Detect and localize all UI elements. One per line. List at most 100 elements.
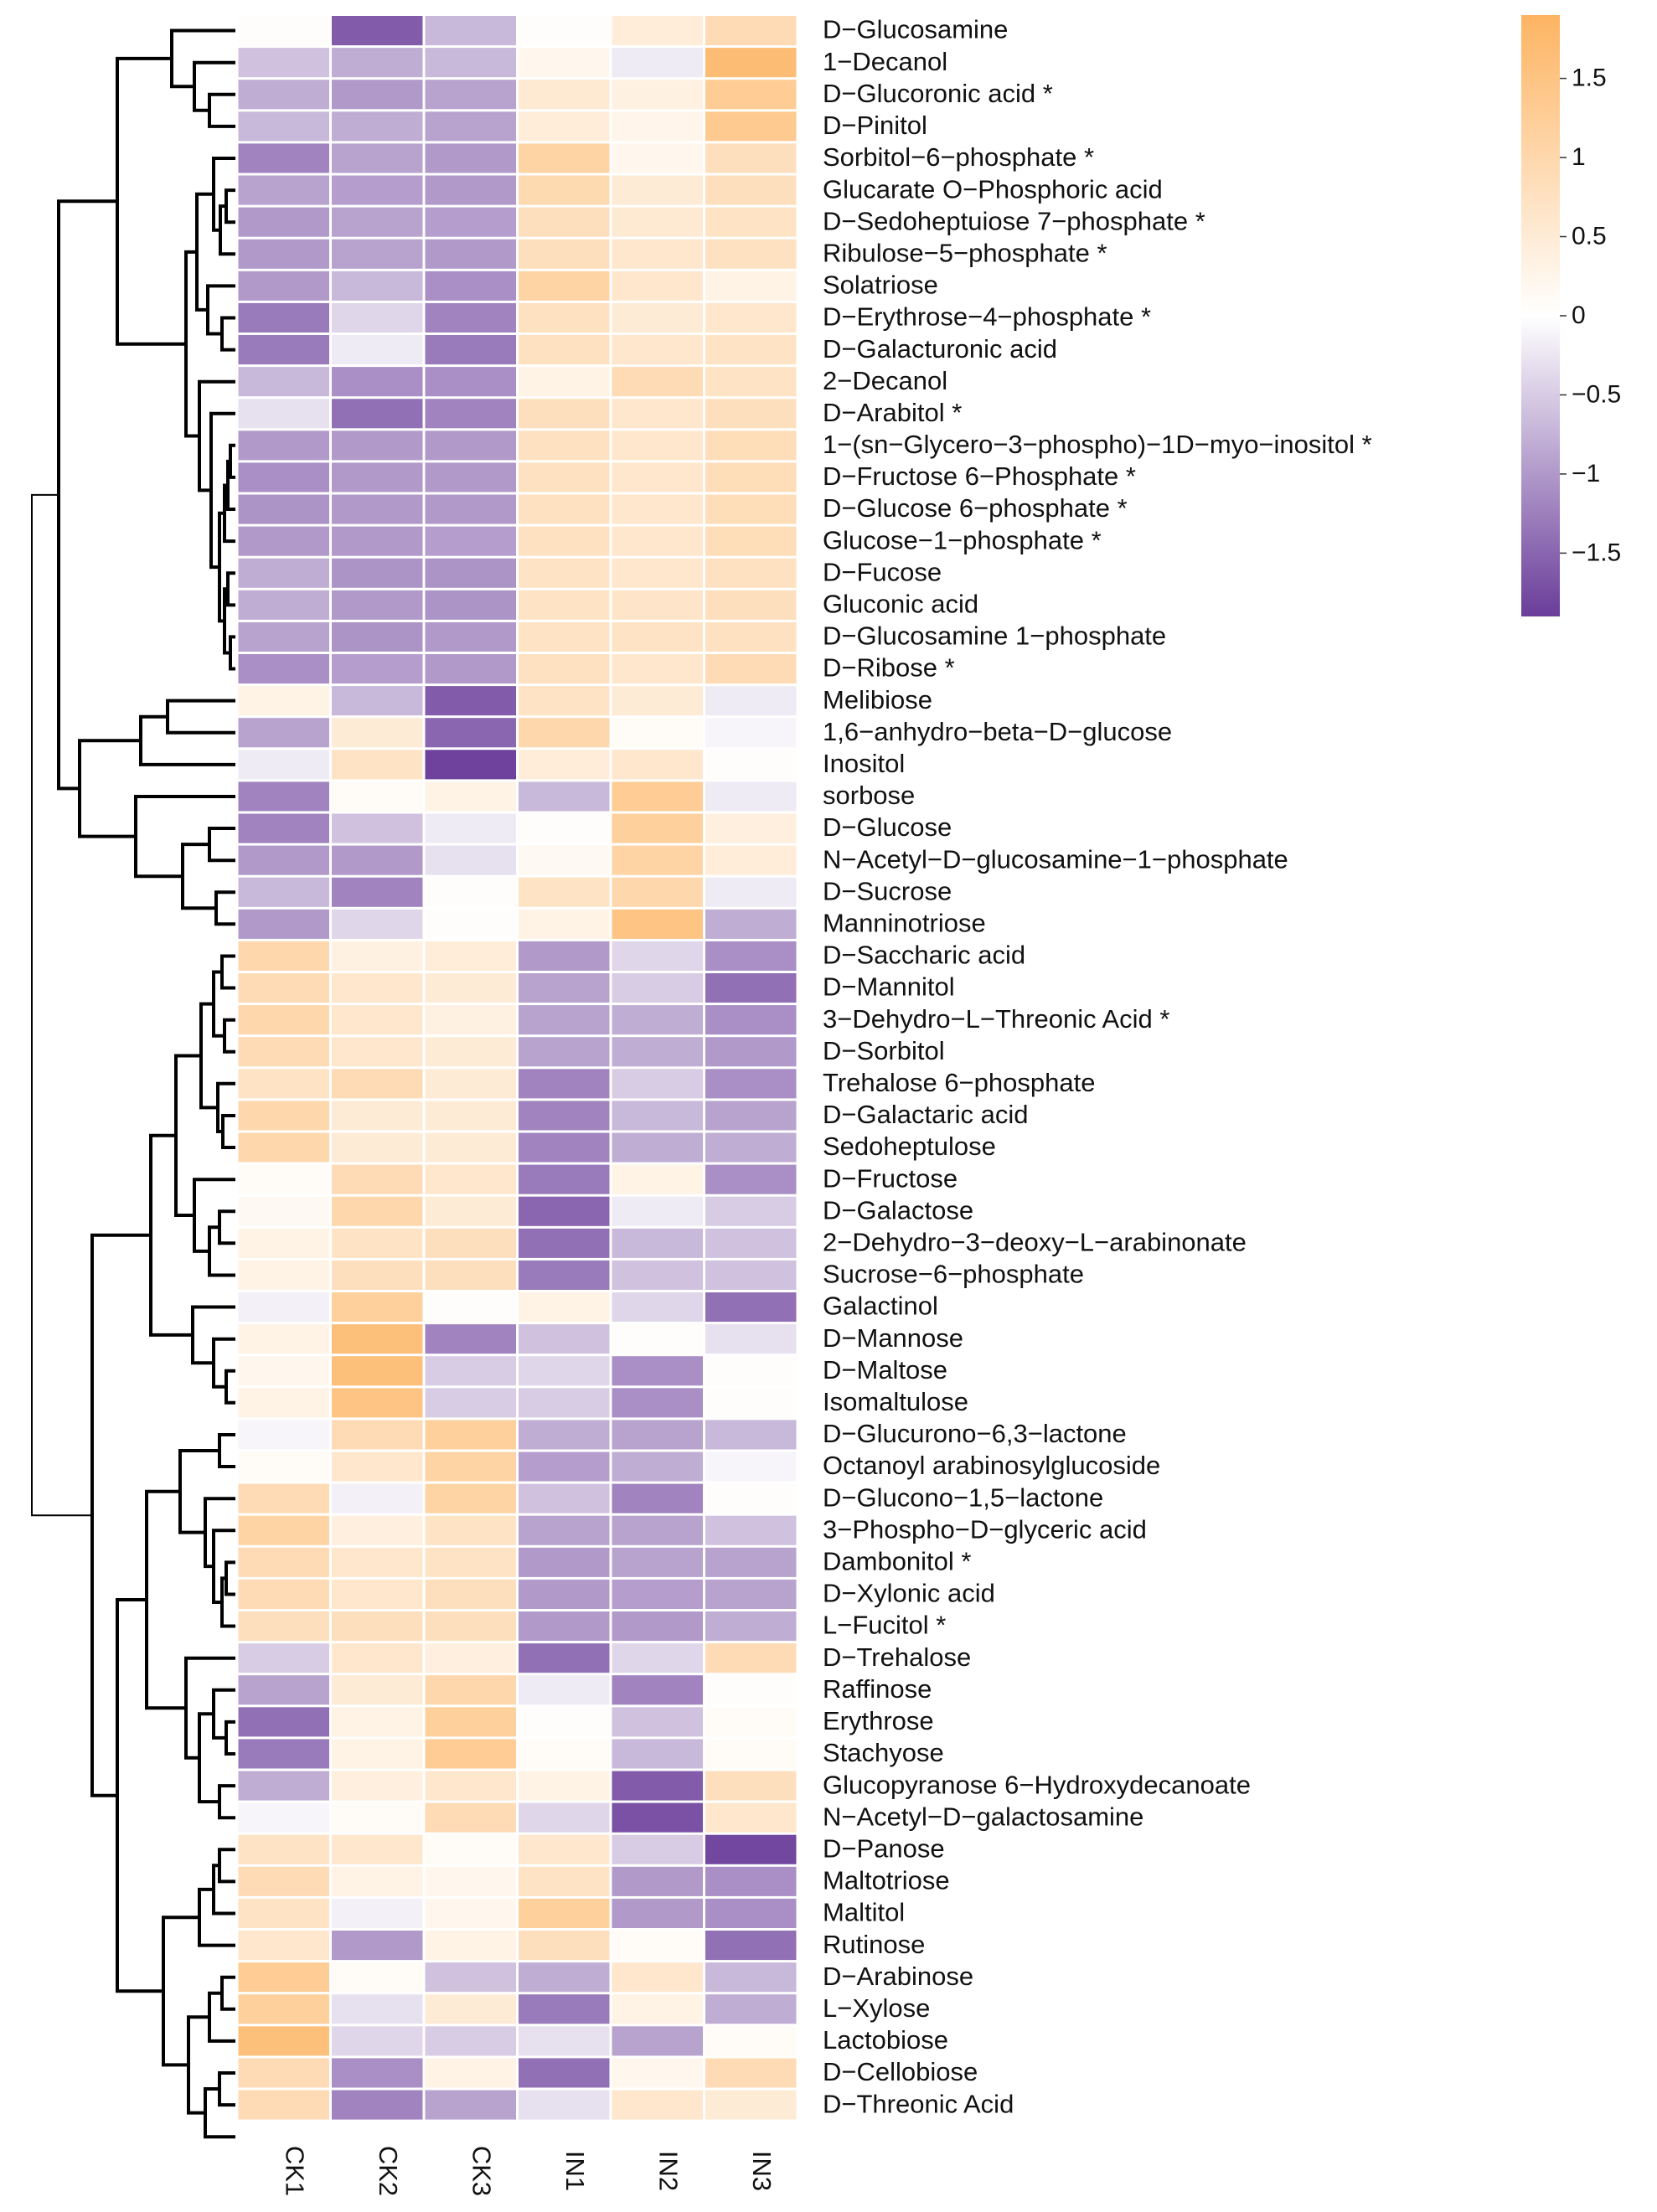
heatmap-cell [705,1196,797,1226]
legend-tick-label: −1 [1572,460,1600,487]
color-legend: 1.5 1 0.5 0 −0.5 −1 −1.5 [1521,15,1621,616]
heatmap-cell [332,1451,423,1482]
heatmap-cell [612,526,703,556]
heatmap-cell [705,1707,797,1737]
heatmap-cell [519,1451,610,1482]
heatmap-cell [332,686,423,716]
dendrogram-branch [214,890,235,926]
heatmap-cell [238,1420,329,1450]
heatmap-cell [425,1994,516,2024]
heatmap-cell [519,1324,610,1354]
heatmap-cell [238,1292,329,1323]
heatmap-cell [612,845,703,875]
dendrogram-branch [218,1209,235,1245]
row-label: 3−Dehydro−L−Threonic Acid * [823,1004,1169,1034]
heatmap-cell [425,1483,516,1513]
heatmap-cell [332,1069,423,1099]
heatmap-cell [425,973,516,1003]
heatmap-cell [612,1101,703,1131]
dendrogram-branch [208,1225,235,1277]
heatmap-cell [705,2058,797,2088]
dendrogram-branch [78,739,141,838]
heatmap-cell [519,1101,610,1131]
heatmap-cell [612,1420,703,1450]
heatmap-cell [612,590,703,620]
heatmap-cell [519,1069,610,1099]
heatmap-cell [332,16,423,46]
heatmap-cell [332,80,423,110]
heatmap-cell [425,781,516,812]
dendrogram-branch [149,1133,193,1337]
row-label: Isomaltulose [823,1387,968,1416]
heatmap-cell [705,239,797,269]
heatmap-cell [332,1292,423,1323]
heatmap-cell [238,1994,329,2024]
heatmap-cell [519,1802,610,1833]
row-label: D−Cellobiose [823,2057,978,2086]
heatmap-cell [705,399,797,429]
heatmap-cell [612,1228,703,1258]
heatmap-cell [705,16,797,46]
heatmap-cell [519,367,610,397]
heatmap-cell [519,781,610,812]
heatmap-cell [332,1483,423,1513]
dendrogram-branch [220,954,235,990]
heatmap-cell [705,1931,797,1961]
heatmap-cell [425,399,516,429]
heatmap-cell [705,1898,797,1928]
heatmap-cell [519,111,610,142]
heatmap-cell [705,1962,797,1993]
heatmap-cell [238,367,329,397]
heatmap-cell [612,1483,703,1513]
heatmap-cell [425,2026,516,2056]
heatmap-cell [612,1069,703,1099]
heatmap-cell [238,1931,329,1961]
heatmap-cell [238,431,329,461]
heatmap-cell [238,1260,329,1290]
heatmap-cell [425,1515,516,1545]
heatmap-cell [332,462,423,492]
heatmap-cell [332,941,423,971]
heatmap-cell [612,1579,703,1609]
dendrogram-branch [226,571,235,607]
row-label: 1,6−anhydro−beta−D−glucose [823,717,1172,746]
heatmap-cell [612,1739,703,1769]
heatmap-cell [612,462,703,492]
heatmap-cell [705,48,797,78]
heatmap-cell [425,494,516,524]
heatmap-cell [612,909,703,939]
heatmap-cell [519,1483,610,1513]
legend-tick-label: −0.5 [1572,380,1621,408]
heatmap-cell [332,845,423,875]
heatmap-cell [332,621,423,652]
heatmap-cell [332,1228,423,1258]
heatmap-cell [332,367,423,397]
heatmap-cell [612,399,703,429]
heatmap-cell [238,80,329,110]
column-label: CK1 [281,2146,310,2196]
heatmap-cell [332,175,423,205]
heatmap-cell [425,302,516,333]
heatmap-cell [612,621,703,652]
heatmap-cell [612,2058,703,2088]
dendrogram-branch [225,188,235,224]
heatmap-cell [519,1292,610,1323]
heatmap-cell [425,367,516,397]
heatmap-cell [425,80,516,110]
row-label: N−Acetyl−D−galactosamine [823,1802,1143,1831]
dendrogram-branch [221,1114,235,1149]
dendrogram-branch [193,60,235,112]
heatmap-cell [332,1101,423,1131]
heatmap-cell [612,1675,703,1705]
heatmap-cell [332,271,423,301]
column-label: IN2 [654,2151,684,2191]
heatmap-cell [425,271,516,301]
heatmap-cell [238,1834,329,1864]
dendrogram-branch [166,699,235,735]
heatmap-cell [238,1005,329,1035]
heatmap-cell [705,1483,797,1513]
heatmap-cell [238,1356,329,1386]
heatmap-cell [238,1643,329,1673]
heatmap-cell [332,1196,423,1226]
heatmap-cell [612,1611,703,1642]
